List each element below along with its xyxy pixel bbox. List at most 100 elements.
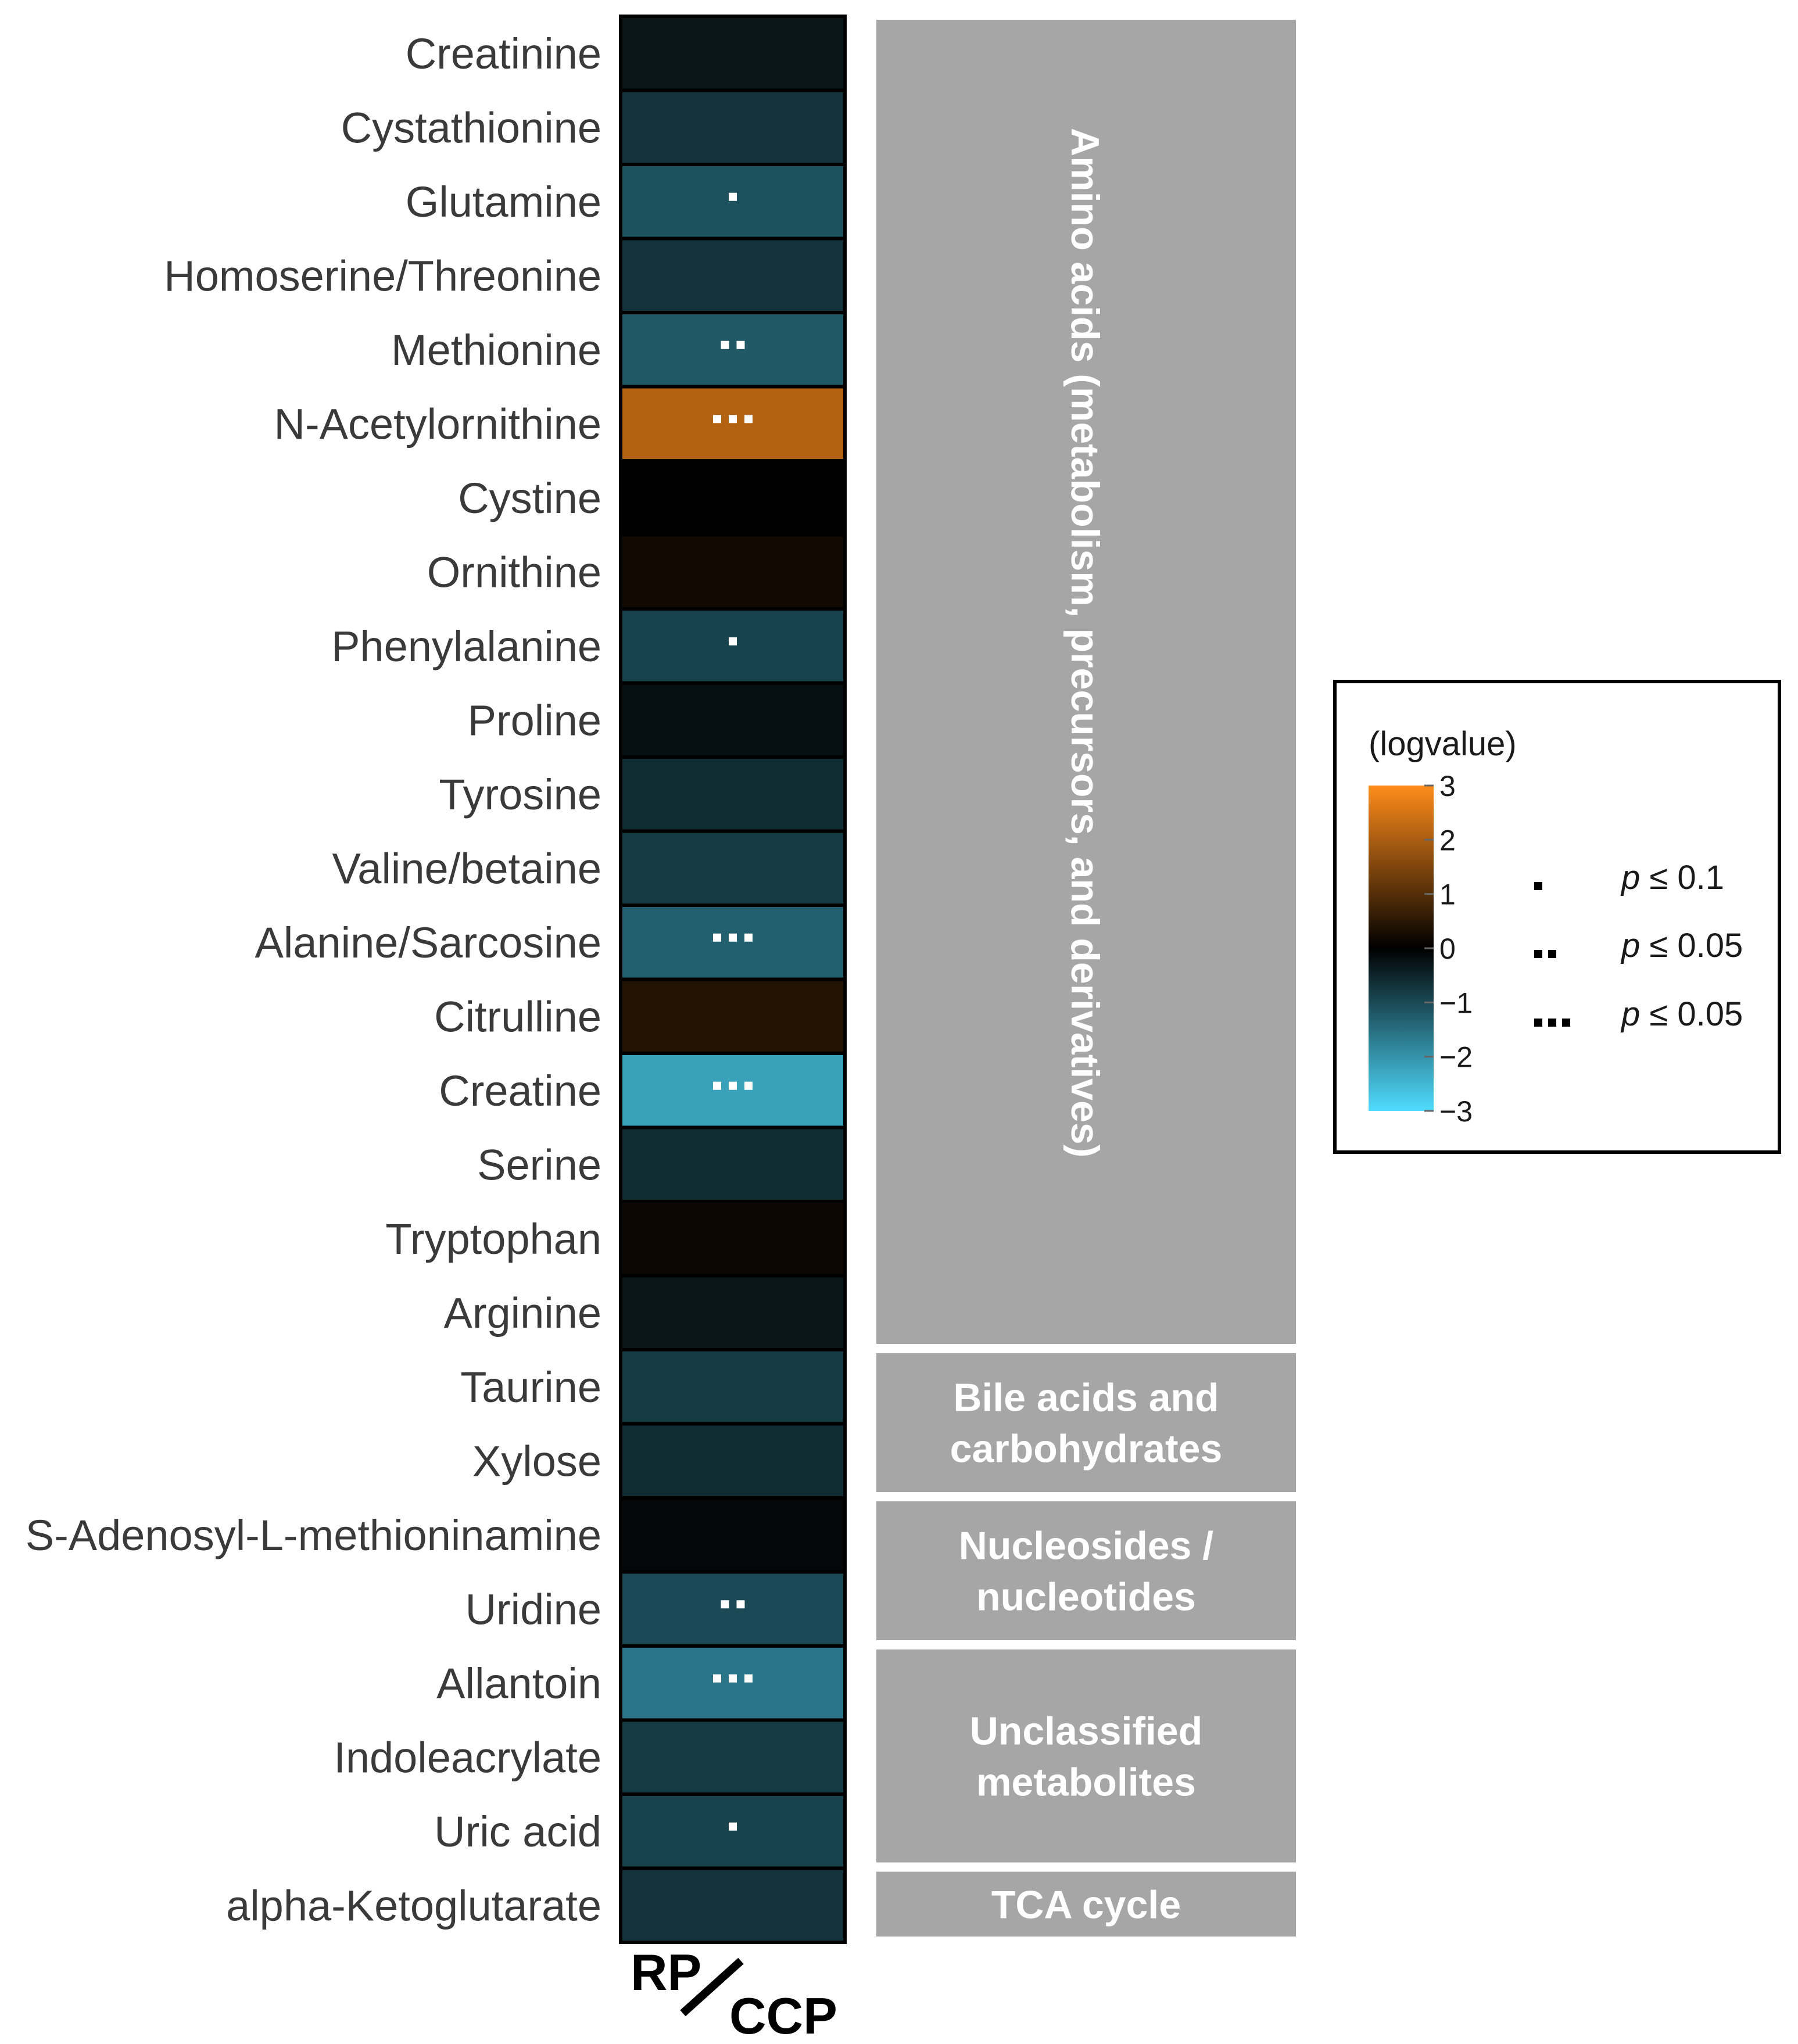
p-symbol: p <box>1620 995 1640 1033</box>
group-label: Unclassified <box>970 1709 1203 1753</box>
group-annotations: Amino acids (metabolism, precursors, and… <box>876 20 1296 1937</box>
row-label: Allantoin <box>436 1659 601 1708</box>
significance-dot <box>729 415 737 424</box>
group-label: nucleotides <box>976 1575 1196 1619</box>
significance-dot <box>736 1600 745 1609</box>
significance-dot <box>729 933 737 942</box>
row-label: Taurine <box>460 1363 601 1411</box>
heatmap-cell <box>619 829 847 907</box>
heatmap-cell <box>619 1125 847 1203</box>
heatmap-cell <box>619 533 847 611</box>
color-bar-tick-label: 0 <box>1439 933 1456 965</box>
significance-dot <box>744 933 753 942</box>
significance-dot <box>729 192 737 201</box>
p-threshold: ≤ 0.05 <box>1640 995 1743 1033</box>
group-label: TCA cycle <box>991 1882 1181 1927</box>
color-bar-tick-label: −2 <box>1439 1041 1473 1074</box>
column-label-slash <box>680 1957 744 2017</box>
significance-dot <box>744 1674 753 1683</box>
significance-dot <box>744 1081 753 1090</box>
significance-dot <box>729 637 737 646</box>
heatmap-cell <box>619 1422 847 1500</box>
significance-dot <box>721 1600 729 1609</box>
significance-dot <box>744 415 753 424</box>
row-label: Uridine <box>465 1585 601 1633</box>
legend-significance-dot <box>1548 1019 1556 1027</box>
heatmap-cell <box>619 681 847 759</box>
row-label: Proline <box>468 696 601 744</box>
heatmap-cell <box>619 15 847 92</box>
heatmap-cell <box>619 459 847 537</box>
group-box <box>876 1871 1296 1937</box>
color-bar-tick-label: −3 <box>1439 1095 1473 1128</box>
significance-dot <box>713 1081 721 1090</box>
heatmap-cell <box>619 163 847 241</box>
p-threshold: ≤ 0.1 <box>1640 859 1724 897</box>
p-symbol: p <box>1620 859 1640 897</box>
row-label: Citrulline <box>434 992 601 1041</box>
column-axis-label: RP CCP <box>631 1943 837 2044</box>
row-label: Ornithine <box>427 548 601 596</box>
row-label: Indoleacrylate <box>334 1733 601 1781</box>
heatmap-cell <box>619 607 847 685</box>
legend-significance-label: p ≤ 0.05 <box>1620 927 1743 964</box>
row-label: N-Acetylornithine <box>274 400 601 448</box>
row-label: Tryptophan <box>385 1215 601 1263</box>
row-label: Serine <box>477 1141 601 1189</box>
group-box <box>876 1501 1296 1640</box>
column-label-rp: RP <box>631 1943 701 2001</box>
legend-significance-label: p ≤ 0.05 <box>1620 995 1743 1033</box>
heatmap-cell <box>619 1200 847 1278</box>
heatmap-cell <box>619 236 847 314</box>
color-bar-tick-label: 2 <box>1439 824 1456 856</box>
color-bar-tick-label: −1 <box>1439 987 1473 1019</box>
heatmap-cell <box>619 1348 847 1426</box>
row-label: S-Adenosyl-L-methioninamine <box>26 1511 601 1559</box>
color-bar <box>1369 786 1434 1111</box>
row-label: Tyrosine <box>439 770 601 819</box>
row-label: Alanine/Sarcosine <box>255 919 601 967</box>
significance-dot <box>713 1674 721 1683</box>
legend-significance-dot <box>1534 1019 1542 1027</box>
significance-dot <box>736 340 745 349</box>
row-label: Phenylalanine <box>331 622 601 670</box>
significance-dot <box>729 1822 737 1831</box>
heatmap-cell <box>619 903 847 981</box>
row-labels: Creatinine Cystathionine Glutamine Homoseri… <box>26 30 601 1930</box>
heatmap-cell <box>619 1792 847 1870</box>
heatmap-cell <box>619 977 847 1055</box>
legend-significance-dot <box>1548 950 1556 958</box>
group-box <box>876 1649 1296 1863</box>
legend-significance-dot <box>1534 950 1542 958</box>
heatmap-cell <box>619 1496 847 1574</box>
significance-dot <box>729 1081 737 1090</box>
p-threshold: ≤ 0.05 <box>1640 927 1743 964</box>
heatmap-cell <box>619 385 847 462</box>
group-label: Nucleosides / <box>959 1524 1213 1568</box>
row-label: alpha-Ketoglutarate <box>226 1881 601 1930</box>
group-box <box>876 20 1296 1344</box>
p-symbol: p <box>1620 927 1640 964</box>
row-label: Methionine <box>391 326 601 374</box>
group-label: carbohydrates <box>950 1427 1223 1471</box>
heatmap-cell <box>619 1866 847 1944</box>
legend-significance-dot <box>1562 1019 1570 1027</box>
row-label: Xylose <box>472 1437 601 1485</box>
column-label-ccp: CCP <box>729 1987 837 2044</box>
row-label: Creatinine <box>406 30 601 78</box>
significance-dot <box>721 340 729 349</box>
heatmap-cells <box>619 15 847 1944</box>
significance-dot <box>713 415 721 424</box>
heatmap-cell <box>619 1052 847 1129</box>
heatmap-cell <box>619 755 847 833</box>
heatmap-cell <box>619 1644 847 1722</box>
group-label: Amino acids (metabolism, precursors, and… <box>1063 128 1107 1157</box>
heatmap-cell <box>619 1274 847 1351</box>
row-label: Homoserine/Threonine <box>164 252 601 300</box>
group-label: metabolites <box>976 1760 1196 1804</box>
legend-significance-dot <box>1534 882 1542 890</box>
row-label: Creatine <box>439 1067 601 1115</box>
row-label: Glutamine <box>406 178 601 226</box>
heatmap-cell <box>619 311 847 389</box>
